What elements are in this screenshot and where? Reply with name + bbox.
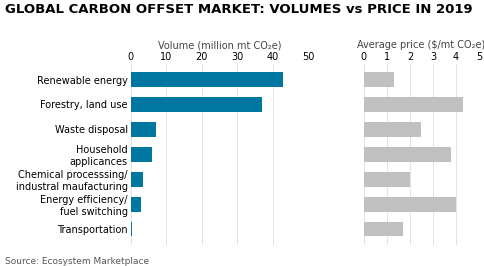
Bar xyxy=(131,222,133,236)
Title: Average price ($/mt CO₂e): Average price ($/mt CO₂e) xyxy=(357,40,484,50)
Bar xyxy=(364,197,456,211)
Bar xyxy=(131,172,143,187)
Bar xyxy=(131,72,283,87)
Title: Volume (million mt CO₂e): Volume (million mt CO₂e) xyxy=(158,40,281,50)
Bar xyxy=(364,222,403,236)
Bar xyxy=(364,97,463,112)
Text: GLOBAL CARBON OFFSET MARKET: VOLUMES vs PRICE IN 2019: GLOBAL CARBON OFFSET MARKET: VOLUMES vs … xyxy=(5,3,472,16)
Bar xyxy=(364,122,422,137)
Bar xyxy=(131,97,262,112)
Bar xyxy=(131,147,152,162)
Bar xyxy=(364,72,394,87)
Bar xyxy=(364,147,452,162)
Bar xyxy=(364,172,410,187)
Text: Source: Ecosystem Marketplace: Source: Ecosystem Marketplace xyxy=(5,257,149,266)
Bar xyxy=(131,122,155,137)
Bar xyxy=(131,197,141,211)
